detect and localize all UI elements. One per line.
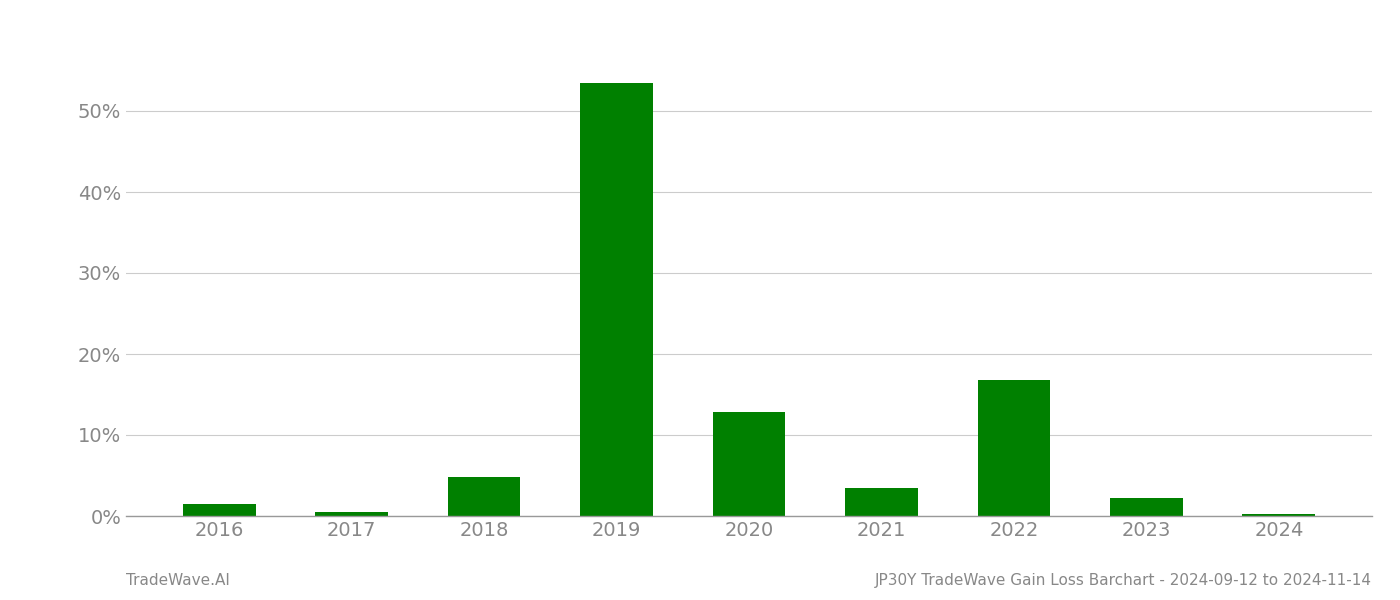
Bar: [580, 83, 652, 516]
Bar: [713, 412, 785, 516]
Bar: [846, 488, 918, 516]
Bar: [1110, 498, 1183, 516]
Bar: [1242, 514, 1316, 516]
Text: JP30Y TradeWave Gain Loss Barchart - 2024-09-12 to 2024-11-14: JP30Y TradeWave Gain Loss Barchart - 202…: [875, 573, 1372, 588]
Bar: [977, 380, 1050, 516]
Text: TradeWave.AI: TradeWave.AI: [126, 573, 230, 588]
Bar: [448, 477, 521, 516]
Bar: [182, 504, 256, 516]
Bar: [315, 512, 388, 516]
